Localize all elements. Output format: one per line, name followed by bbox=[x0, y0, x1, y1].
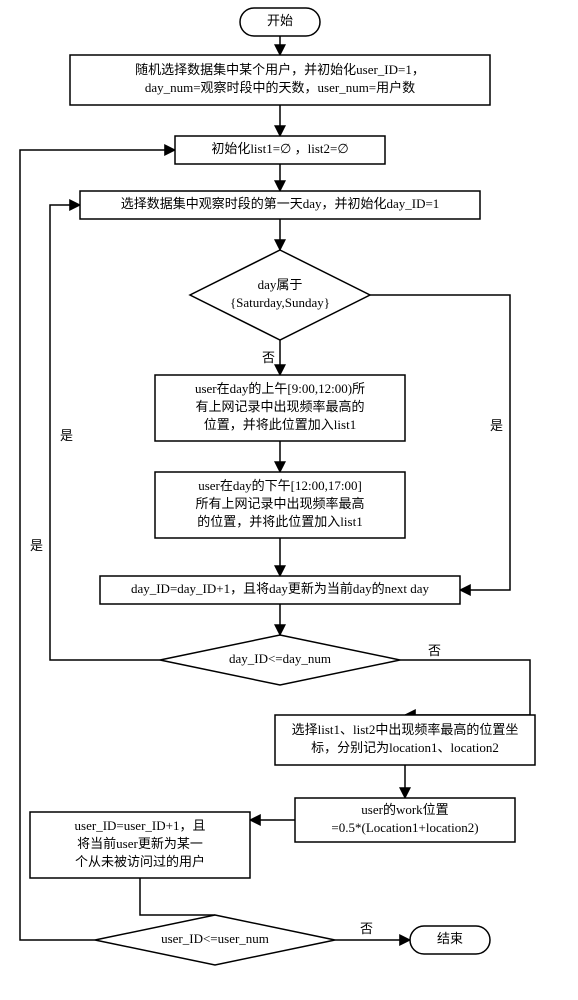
edge-label: 否 bbox=[428, 643, 441, 658]
flow-edge bbox=[400, 660, 530, 715]
node-morning: user在day的上午[9:00,12:00)所有上网记录中出现频率最高的位置，… bbox=[155, 375, 405, 441]
node-start: 开始 bbox=[240, 8, 320, 36]
node-text: user的work位置 bbox=[361, 802, 448, 817]
node-text: user在day的下午[12:00,17:00] bbox=[198, 478, 362, 493]
node-text: 初始化list1=∅ ，list2=∅ bbox=[211, 141, 348, 156]
node-text: =0.5*(Location1+location2) bbox=[331, 820, 478, 835]
flow-edge bbox=[140, 878, 215, 915]
node-text: user_ID=user_ID+1，且 bbox=[75, 818, 206, 833]
node-end: 结束 bbox=[410, 926, 490, 954]
node-text: 选择数据集中观察时段的第一天day，并初始化day_ID=1 bbox=[121, 196, 440, 211]
edge-label: 否 bbox=[262, 350, 275, 365]
node-text: day_ID<=day_num bbox=[229, 651, 331, 666]
node-work_loc: user的work位置 =0.5*(Location1+location2) bbox=[295, 798, 515, 842]
edge-label: 是 bbox=[490, 418, 503, 433]
node-init_user: 随机选择数据集中某个用户，并初始化user_ID=1， day_num=观察时段中… bbox=[70, 55, 490, 105]
edge-label: 是 bbox=[60, 428, 73, 443]
node-cmp_day: day_ID<=day_num bbox=[160, 635, 400, 685]
flowchart-canvas: 否是是否是否开始随机选择数据集中某个用户，并初始化user_ID=1，day_n… bbox=[0, 0, 578, 1000]
node-text: 随机选择数据集中某个用户，并初始化user_ID=1， bbox=[135, 62, 425, 77]
node-text: {Saturday,Sunday} bbox=[230, 295, 330, 310]
node-pick_loc: 选择list1、list2中出现频率最高的位置坐标，分别记为location1、… bbox=[275, 715, 535, 765]
node-text: 有上网记录中出现频率最高的 bbox=[195, 399, 364, 414]
node-text: user在day的上午[9:00,12:00)所 bbox=[195, 381, 365, 396]
node-text: 开始 bbox=[267, 13, 293, 28]
node-text: day属于 bbox=[258, 277, 303, 292]
node-text: 结束 bbox=[437, 931, 463, 946]
node-text: day_ID=day_ID+1，且将day更新为当前day的next day bbox=[131, 581, 430, 596]
node-afternoon: user在day的下午[12:00,17:00] 所有上网记录中出现频率最高的位置… bbox=[155, 472, 405, 538]
node-text: 将当前user更新为某一 bbox=[77, 836, 203, 851]
node-text: 选择list1、list2中出现频率最高的位置坐 bbox=[292, 722, 519, 737]
node-cmp_user: user_ID<=user_num bbox=[95, 915, 335, 965]
node-text: 个从未被访问过的用户 bbox=[75, 854, 205, 869]
node-init_day: 选择数据集中观察时段的第一天day，并初始化day_ID=1 bbox=[80, 191, 480, 219]
node-text: user_ID<=user_num bbox=[161, 931, 269, 946]
node-init_list: 初始化list1=∅ ，list2=∅ bbox=[175, 136, 385, 164]
node-text: 位置，并将此位置加入list1 bbox=[204, 417, 356, 432]
flow-edge bbox=[370, 295, 510, 590]
node-inc_user: user_ID=user_ID+1，且将当前user更新为某一个从未被访问过的用… bbox=[30, 812, 250, 878]
node-text: 标，分别记为location1、location2 bbox=[311, 740, 499, 755]
node-weekend: day属于 {Saturday,Sunday} bbox=[190, 250, 370, 340]
node-text: 所有上网记录中出现频率最高 bbox=[195, 496, 364, 511]
node-text: day_num=观察时段中的天数，user_num=用户数 bbox=[145, 80, 415, 95]
node-text: 的位置，并将此位置加入list1 bbox=[197, 514, 362, 529]
edge-label: 是 bbox=[30, 538, 43, 553]
node-inc_day: day_ID=day_ID+1，且将day更新为当前day的next day bbox=[100, 576, 460, 604]
edge-label: 否 bbox=[360, 921, 373, 936]
